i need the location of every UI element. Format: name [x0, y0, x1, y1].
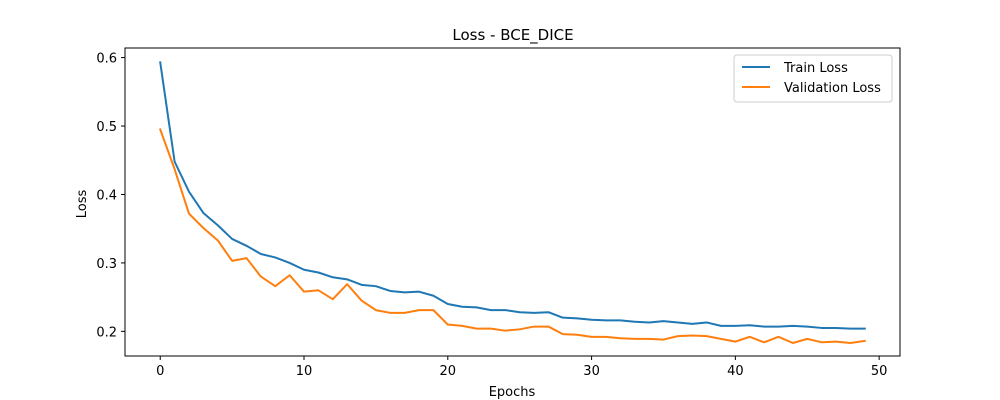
y-tick-label: 0.3 [96, 257, 117, 272]
plot-frame [124, 47, 901, 357]
x-tick-label: 10 [296, 364, 313, 379]
series-line-train-loss [159, 61, 866, 330]
x-tick-label: 20 [440, 364, 457, 379]
legend-box [733, 54, 893, 103]
y-axis-ticks: 0.2 0.3 0.4 0.5 0.6 [96, 52, 125, 340]
x-tick-label: 30 [583, 364, 600, 379]
legend: Train Loss Validation Loss [733, 54, 893, 103]
x-axis-ticks: 0 10 20 30 40 50 [156, 356, 887, 379]
x-tick-label: 40 [727, 364, 744, 379]
y-tick-label: 0.4 [96, 188, 117, 203]
x-axis-label: Epochs [489, 385, 536, 400]
y-axis-label: Loss [75, 190, 90, 219]
y-tick-label: 0.6 [96, 52, 117, 67]
legend-label-validation-loss: Validation Loss [784, 81, 881, 96]
chart-title: Loss - BCE_DICE [452, 26, 573, 45]
legend-label-train-loss: Train Loss [783, 61, 848, 76]
x-tick-label: 50 [871, 364, 888, 379]
y-tick-label: 0.2 [96, 325, 117, 340]
y-tick-label: 0.5 [96, 120, 117, 135]
plot-area [158, 61, 866, 344]
series-line-validation-loss [158, 128, 866, 344]
x-tick-label: 0 [156, 364, 164, 379]
